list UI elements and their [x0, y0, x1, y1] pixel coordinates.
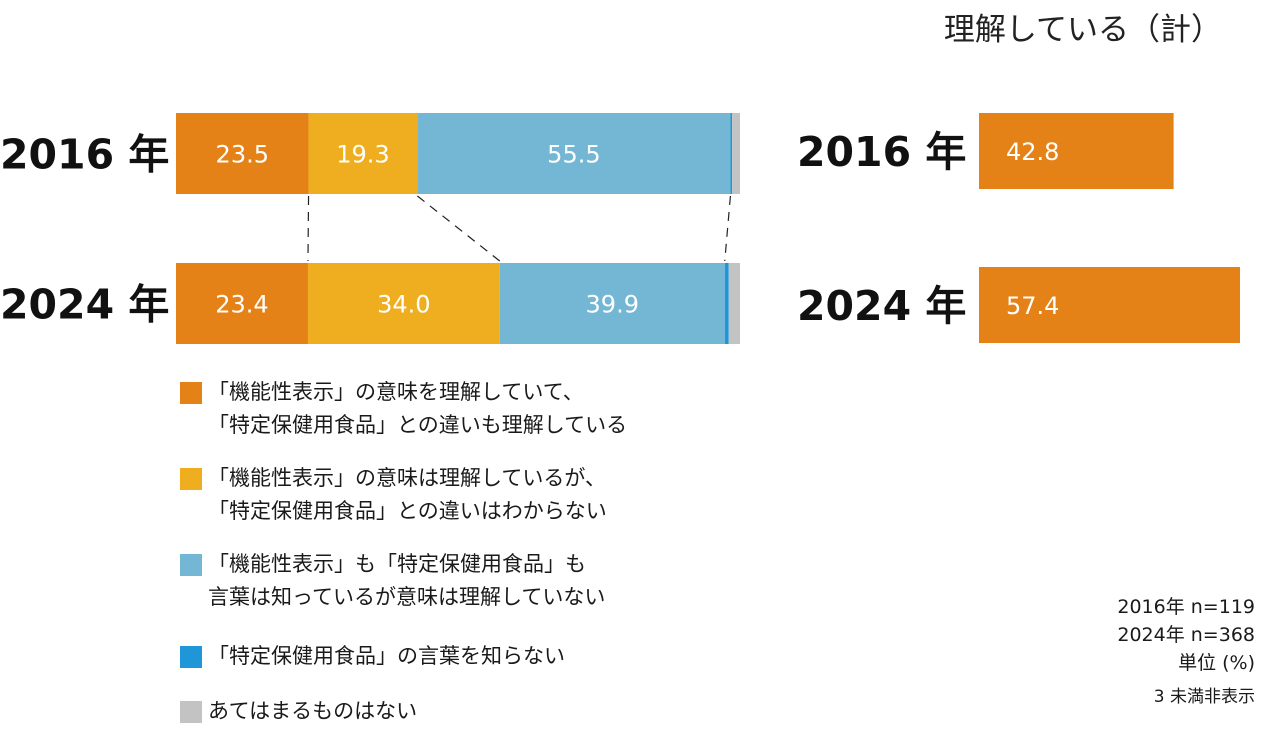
legend-item: あてはまるものはない [180, 695, 740, 728]
omit-note: 3 未満非表示 [1153, 687, 1255, 707]
legend-item: 「機能性表示」の意味を理解していて、 「特定保健用食品」との違いも理解している [180, 376, 740, 442]
bar-segment [732, 113, 740, 194]
connector-line [417, 195, 501, 262]
legend-swatch [180, 382, 202, 404]
sample-size-2016: 2016年 n=119 [1117, 596, 1255, 618]
data-label: 19.3 [336, 141, 389, 169]
legend-label: 「機能性表示」の意味は理解しているが、 「特定保健用食品」との違いはわからない [208, 466, 607, 523]
legend-label: あてはまるものはない [208, 699, 418, 723]
bar-segment [176, 113, 309, 194]
sample-size-2024: 2024年 n=368 [1117, 624, 1255, 646]
connector-line [724, 195, 732, 262]
data-label: 55.5 [547, 141, 600, 169]
data-label: 23.4 [215, 291, 268, 319]
data-label: 34.0 [377, 291, 430, 319]
legend-swatch [180, 646, 202, 668]
data-label: 39.9 [586, 291, 639, 319]
notes: 2016年 n=119 2024年 n=368 単位 (%) 3 未満非表示 [1117, 593, 1255, 711]
legend-swatch [180, 468, 202, 490]
legend-swatch [180, 701, 202, 723]
chart: 2016 年 2024 年 23.5 19.3 55.5 23.4 34.0 39.9 理解… [0, 12, 1240, 344]
legend-label: 「特定保健用食品」の言葉を知らない [208, 644, 565, 668]
legend-label: 「機能性表示」も「特定保健用食品」も 言葉は知っているが意味は理解していない [208, 552, 606, 609]
legend-item: 「機能性表示」の意味は理解しているが、 「特定保健用食品」との違いはわからない [180, 462, 740, 528]
data-label: 42.8 [1006, 138, 1059, 166]
bar-segment [728, 263, 740, 344]
legend-item: 「機能性表示」も「特定保健用食品」も 言葉は知っているが意味は理解していない [180, 548, 740, 614]
legend-swatch [180, 554, 202, 576]
legend: 「機能性表示」の意味を理解していて、 「特定保健用食品」との違いも理解している … [180, 376, 740, 748]
category-label: 2016 年 [0, 131, 169, 179]
total-bar [979, 267, 1240, 343]
bar-segment [308, 113, 418, 194]
bar-segment [730, 113, 733, 194]
category-label: 2016 年 [797, 128, 966, 176]
bar-segment [176, 263, 308, 344]
bar-segment [724, 263, 729, 344]
bar-segment [417, 113, 731, 194]
bar-segment [307, 263, 500, 344]
legend-item: 「特定保健用食品」の言葉を知らない [180, 640, 740, 673]
data-label: 23.5 [216, 141, 269, 169]
total-bar [979, 113, 1174, 189]
data-label: 57.4 [1006, 292, 1059, 320]
connector-line [307, 195, 310, 262]
category-label: 2024 年 [0, 281, 169, 329]
category-label: 2024 年 [797, 282, 966, 330]
legend-label: 「機能性表示」の意味を理解していて、 「特定保健用食品」との違いも理解している [208, 380, 628, 437]
right-chart-title: 理解している（計） [944, 12, 1222, 48]
unit-note: 単位 (%) [1178, 652, 1255, 674]
bar-segment [499, 263, 725, 344]
